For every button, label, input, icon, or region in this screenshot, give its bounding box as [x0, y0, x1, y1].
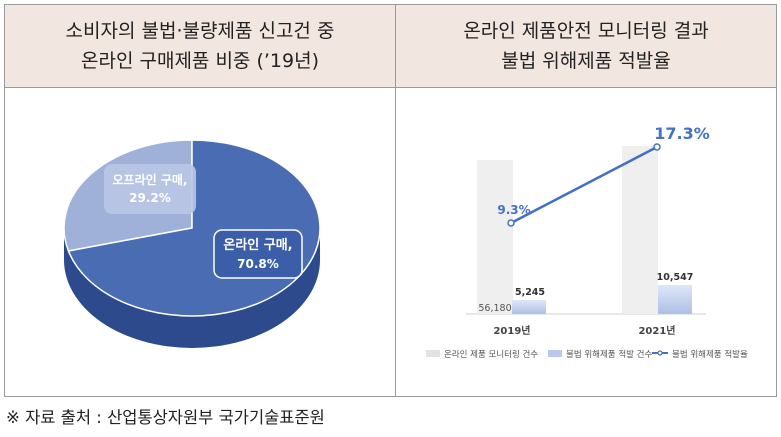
pie-value-offline: 29.2% [129, 191, 171, 205]
legend-label-violation: 불법 위해제품 적발 건수 [566, 349, 652, 360]
legend-label-monitoring: 온라인 제품 모니터링 건수 [444, 349, 538, 360]
legend-swatch-rate-marker [657, 350, 663, 356]
left-title-line2: 온라인 구매제품 비중 (’19년) [81, 50, 319, 72]
x-tick-2019: 2019년 [493, 324, 530, 337]
rate-point-2021 [653, 143, 661, 151]
column-divider [395, 4, 396, 397]
right-title-line2: 불법 위해제품 적발율 [501, 50, 671, 72]
source-note: ※ 자료 출처 : 산업통상자원부 국가기술표준원 [6, 408, 325, 427]
rate-line [510, 145, 658, 225]
right-panel-header: 온라인 제품안전 모니터링 결과 불법 위해제품 적발율 [396, 5, 776, 88]
pie-label-online: 온라인 구매, [223, 237, 292, 253]
pie-chart: 오프라인 구매, 29.2% 온라인 구매, 70.8% [63, 139, 321, 348]
left-panel-header: 소비자의 불법·불량제품 신고건 중 온라인 구매제품 비중 (’19년) [5, 5, 395, 88]
legend-label-rate: 불법 위해제품 적발율 [672, 349, 748, 360]
right-title-line1: 온라인 제품안전 모니터링 결과 [463, 20, 709, 42]
legend-swatch-monitoring [426, 350, 440, 357]
bar-violation-2021 [658, 285, 692, 314]
legend-swatch-violation [548, 350, 562, 357]
pie-callout-online-bg [213, 229, 303, 279]
bar-monitoring-2021 [622, 146, 658, 314]
left-title-line1: 소비자의 불법·불량제품 신고건 중 [65, 20, 335, 42]
pie-side [64, 228, 320, 348]
rate-label-2021: 17.3% [654, 124, 710, 143]
pie-callout-offline-bg [104, 164, 196, 214]
bar-line-chart: 56,180 5,245 10,547 9.3% 17.3% 2019년 202… [426, 124, 748, 360]
x-tick-2021: 2021년 [638, 324, 675, 337]
bar-label-violation-2021: 10,547 [657, 272, 694, 283]
bar-monitoring-2019 [477, 160, 513, 314]
bar-label-violation-2019: 5,245 [515, 287, 545, 298]
bar-label-monitoring-2019: 56,180 [478, 303, 511, 314]
rate-label-2019: 9.3% [497, 203, 530, 217]
pie-value-online: 70.8% [237, 257, 279, 271]
pie-label-offline: 오프라인 구매, [113, 172, 188, 187]
bar-violation-2019 [512, 300, 546, 314]
rate-point-2019 [507, 219, 515, 227]
table-frame [4, 4, 777, 397]
